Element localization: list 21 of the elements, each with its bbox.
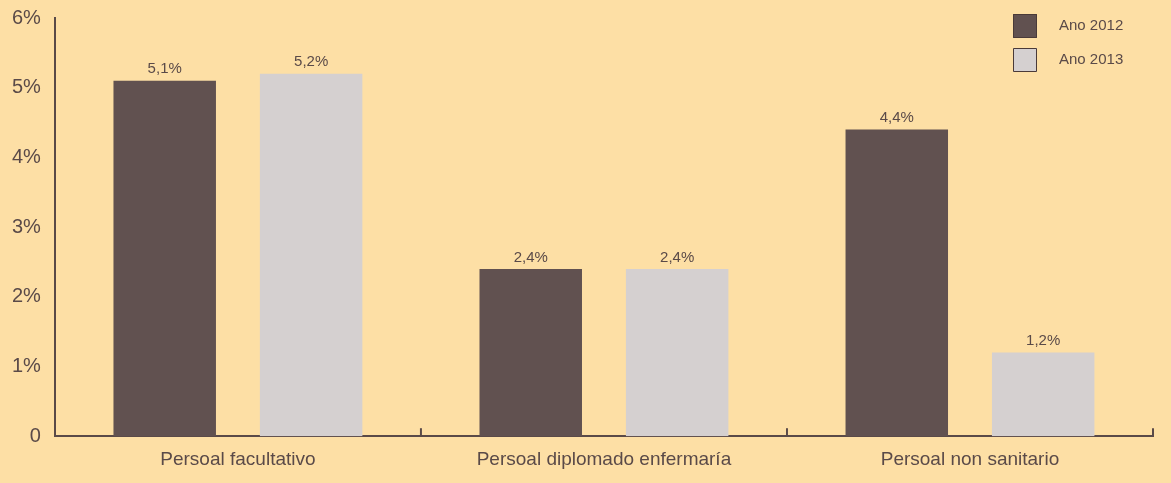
y-tick-label: 3% [12, 214, 42, 237]
data-label: 5,1% [147, 59, 182, 77]
legend-label: Ano 2012 [1059, 16, 1124, 34]
y-tick-label: 2% [12, 284, 42, 307]
bar [625, 268, 729, 437]
x-tick-label: Persoal non sanitario [880, 447, 1060, 469]
y-tick-label: 5% [12, 75, 42, 98]
data-label: 2,4% [660, 247, 695, 265]
data-label: 5,2% [294, 52, 329, 70]
bar [991, 352, 1095, 437]
data-label: 1,2% [1026, 331, 1061, 349]
y-tick-label: 0 [29, 423, 41, 446]
y-tick-label: 6% [12, 5, 42, 28]
y-tick-label: 1% [12, 354, 42, 377]
data-label: 2,4% [513, 247, 548, 265]
x-tick-label: Persoal diplomado enfermaría [476, 447, 732, 469]
legend-label: Ano 2013 [1059, 50, 1124, 68]
y-tick-label: 4% [12, 144, 42, 167]
bar [259, 73, 363, 437]
data-label: 4,4% [879, 108, 914, 126]
x-tick-label: Persoal facultativo [160, 447, 316, 469]
